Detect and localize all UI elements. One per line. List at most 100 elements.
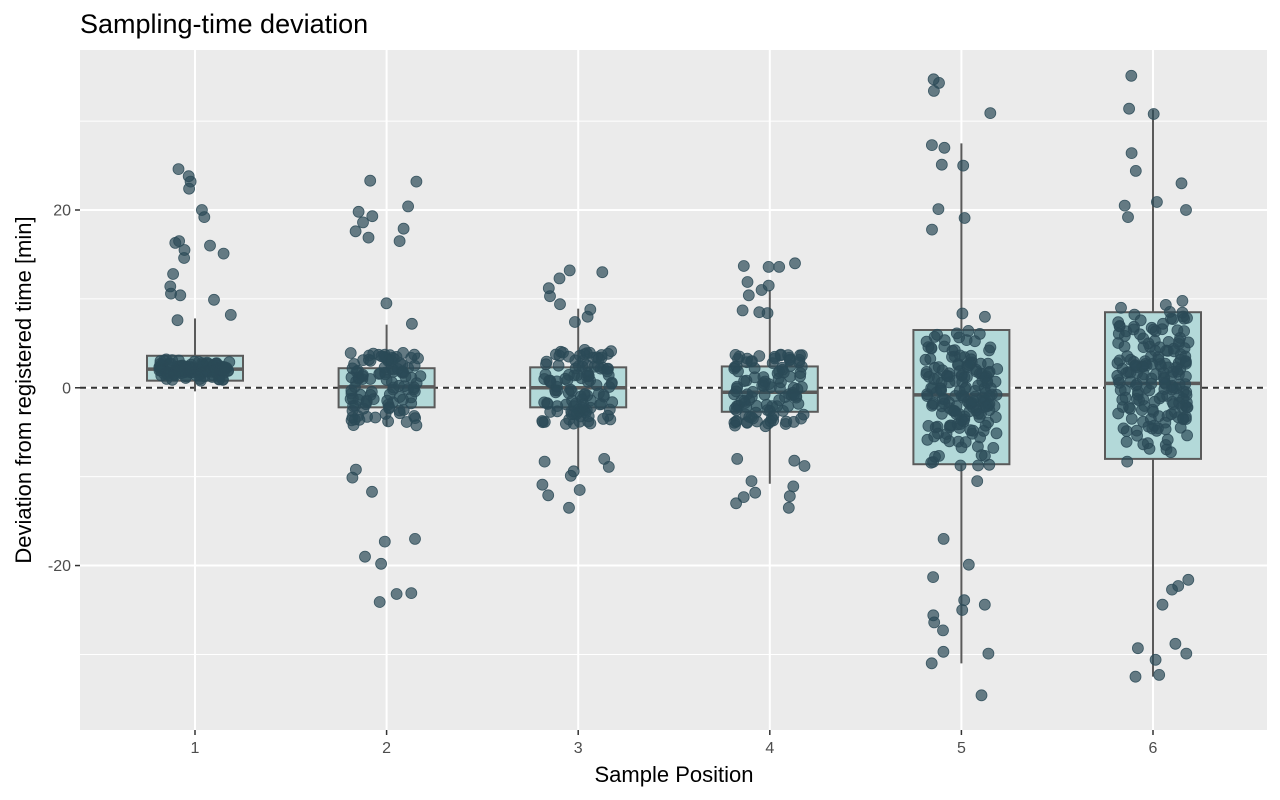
data-point xyxy=(405,587,418,599)
data-point xyxy=(964,424,977,437)
data-point xyxy=(790,390,803,402)
data-point xyxy=(552,359,565,372)
data-point xyxy=(737,491,750,504)
data-point xyxy=(795,412,807,425)
data-point xyxy=(1130,392,1143,405)
data-point xyxy=(1119,391,1132,404)
data-point xyxy=(962,324,975,337)
data-point xyxy=(390,588,403,600)
data-point xyxy=(1177,413,1190,426)
data-point xyxy=(561,374,574,387)
data-point xyxy=(359,550,371,563)
data-point xyxy=(346,471,359,484)
data-point xyxy=(572,360,585,372)
data-point xyxy=(762,279,775,292)
data-point xyxy=(1138,400,1151,412)
data-point xyxy=(931,328,943,341)
x-tick-label: 5 xyxy=(957,740,966,757)
x-axis-title: Sample Position xyxy=(595,762,754,787)
data-point xyxy=(740,374,753,387)
data-point xyxy=(375,350,388,363)
data-point xyxy=(742,289,755,302)
points-3 xyxy=(536,264,619,514)
data-point xyxy=(344,347,357,359)
data-point xyxy=(1168,345,1180,358)
data-point xyxy=(729,402,741,415)
data-point xyxy=(383,402,396,415)
data-point xyxy=(540,358,552,371)
data-point xyxy=(979,310,991,323)
data-point xyxy=(730,415,742,428)
data-point xyxy=(926,139,938,152)
data-point xyxy=(208,293,220,306)
data-point xyxy=(937,624,949,637)
data-point xyxy=(1128,308,1141,321)
data-point xyxy=(1165,446,1177,459)
data-point xyxy=(1129,164,1142,177)
data-point xyxy=(398,380,411,393)
jitter-points xyxy=(153,69,1195,702)
data-point xyxy=(925,342,938,355)
data-point xyxy=(935,384,947,397)
data-point xyxy=(1180,204,1192,216)
x-tick-label: 4 xyxy=(765,740,774,757)
data-point xyxy=(1127,323,1140,336)
data-point xyxy=(1125,147,1138,160)
data-point xyxy=(194,373,206,385)
data-point xyxy=(217,364,230,377)
data-point xyxy=(1132,642,1144,655)
data-point xyxy=(983,398,996,410)
data-point xyxy=(959,382,971,395)
plot-panel xyxy=(80,50,1267,730)
data-point xyxy=(217,247,230,260)
data-point xyxy=(393,235,406,248)
data-point xyxy=(1148,395,1161,408)
data-point xyxy=(783,490,796,503)
data-point xyxy=(397,222,410,235)
data-point xyxy=(569,316,581,328)
data-point xyxy=(938,397,951,410)
data-point xyxy=(731,452,744,465)
data-point xyxy=(164,280,177,293)
data-point xyxy=(928,616,941,629)
data-point xyxy=(405,317,418,330)
data-point xyxy=(920,368,933,381)
data-point xyxy=(949,389,962,402)
data-point xyxy=(1111,369,1124,382)
data-point xyxy=(1147,108,1160,120)
data-point xyxy=(927,73,940,86)
data-point xyxy=(768,352,781,365)
data-point xyxy=(972,459,984,472)
data-point xyxy=(738,394,751,407)
data-point xyxy=(375,557,388,570)
data-point xyxy=(573,484,586,496)
data-point xyxy=(1153,669,1166,681)
data-point xyxy=(987,441,1000,454)
data-point xyxy=(958,212,971,224)
x-axis-ticks: 1 2 3 4 5 6 xyxy=(191,730,1158,757)
data-point xyxy=(397,366,410,379)
data-point xyxy=(1179,378,1192,391)
data-point xyxy=(366,210,379,223)
data-point xyxy=(195,204,208,216)
x-tick-label: 2 xyxy=(382,740,391,757)
data-point xyxy=(1118,199,1131,212)
points-5 xyxy=(919,73,1004,702)
data-point xyxy=(206,365,219,378)
data-point xyxy=(407,381,420,394)
data-point xyxy=(602,347,614,360)
data-point xyxy=(737,260,750,272)
data-point xyxy=(753,306,766,319)
data-point xyxy=(983,344,995,357)
data-point xyxy=(563,501,575,514)
data-point xyxy=(538,455,551,468)
data-point xyxy=(954,459,967,472)
y-tick-label: -20 xyxy=(48,558,71,575)
data-point xyxy=(167,268,180,280)
data-point xyxy=(729,348,742,361)
data-point xyxy=(1151,196,1163,208)
y-axis-title: Deviation from registered time [min] xyxy=(11,216,36,563)
data-point xyxy=(409,412,422,425)
data-point xyxy=(178,244,191,256)
data-point xyxy=(937,645,950,658)
